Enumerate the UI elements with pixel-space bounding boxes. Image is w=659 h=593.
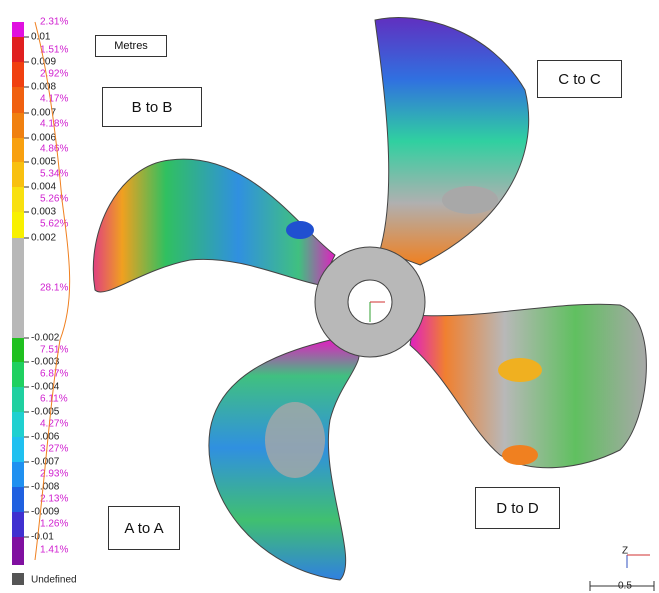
color-band [12,512,24,537]
blade-b [92,158,336,293]
percentage: 5.26% [40,194,68,205]
percentage: 1.41% [40,545,68,556]
tick-label: 0.005 [31,157,56,168]
axis-label: Z [622,546,628,557]
color-band [12,412,24,437]
percentage: 4.27% [40,419,68,430]
percentage: 28.1% [40,283,68,294]
color-band [12,487,24,512]
triad: Z 0.5 [589,546,655,592]
tick-label: 0.006 [31,133,56,144]
tick-label: -0.008 [31,482,60,493]
color-band [12,338,24,362]
color-scale: 0.010.0090.0080.0070.0060.0050.0040.0030… [12,17,77,586]
color-band [12,537,24,565]
percentage: 2.13% [40,494,68,505]
color-band [12,87,24,113]
tick-label: 0.008 [31,82,56,93]
color-band [12,462,24,487]
tick-label: -0.01 [31,532,54,543]
patch [442,186,498,214]
patch [286,221,314,239]
color-band [12,37,24,62]
tick-label: 0.003 [31,207,56,218]
color-band [12,362,24,387]
histogram-curve [34,21,71,561]
tick-label: -0.006 [31,432,60,443]
percentage: 6.11% [40,394,68,405]
percentage: 5.62% [40,219,68,230]
percentage: 6.87% [40,369,68,380]
percentage: 2.93% [40,469,68,480]
undefined-label: Undefined [31,575,77,586]
color-band [12,387,24,412]
color-band [12,187,24,212]
tick-label: 0.01 [31,32,51,43]
color-band [12,162,24,187]
tick-label: 0.004 [31,182,56,193]
color-band [12,22,24,37]
propeller [92,17,647,581]
section-label: D to D [475,487,560,529]
blade-c [374,17,530,266]
undefined-swatch [12,573,24,585]
percentage: 7.51% [40,345,68,356]
section-label: B to B [102,87,202,127]
color-band [12,437,24,462]
percentage: 1.26% [40,519,68,530]
color-band [12,138,24,162]
color-band [12,113,24,138]
tick-label: -0.005 [31,407,60,418]
tick-label: -0.004 [31,382,60,393]
tick-label: -0.003 [31,357,60,368]
patch [265,402,325,478]
percentage: 5.34% [40,169,68,180]
scale-label: 0.5 [618,581,632,592]
percentage: 1.51% [40,45,68,56]
percentage: 3.27% [40,444,68,455]
unit-box: Metres [95,35,167,57]
patch [502,445,538,465]
color-band [12,238,24,338]
blade-d [409,303,647,469]
tick-label: -0.009 [31,507,60,518]
color-band [12,62,24,87]
percentage: 2.92% [40,69,68,80]
tick-label: 0.007 [31,108,56,119]
percentage: 4.86% [40,144,68,155]
tick-label: -0.002 [31,333,60,344]
tick-label: 0.002 [31,233,56,244]
percentage: 4.17% [40,94,68,105]
color-band [12,212,24,238]
percentage: 2.31% [40,17,68,28]
section-label: C to C [537,60,622,98]
patch [498,358,542,382]
section-label: A to A [108,506,180,550]
